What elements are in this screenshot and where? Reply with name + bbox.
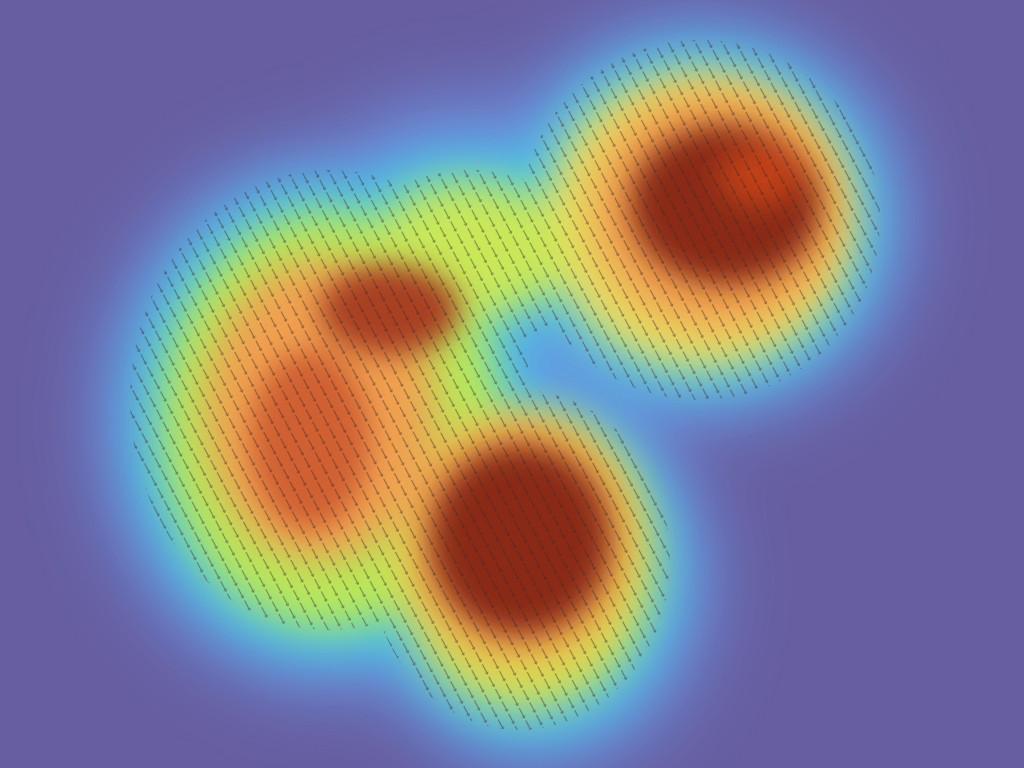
body bbox=[100, 20, 910, 768]
heatmap-view bbox=[100, 20, 910, 768]
page: Field heatmap {} html, body { margin: 0;… bbox=[100, 20, 910, 768]
